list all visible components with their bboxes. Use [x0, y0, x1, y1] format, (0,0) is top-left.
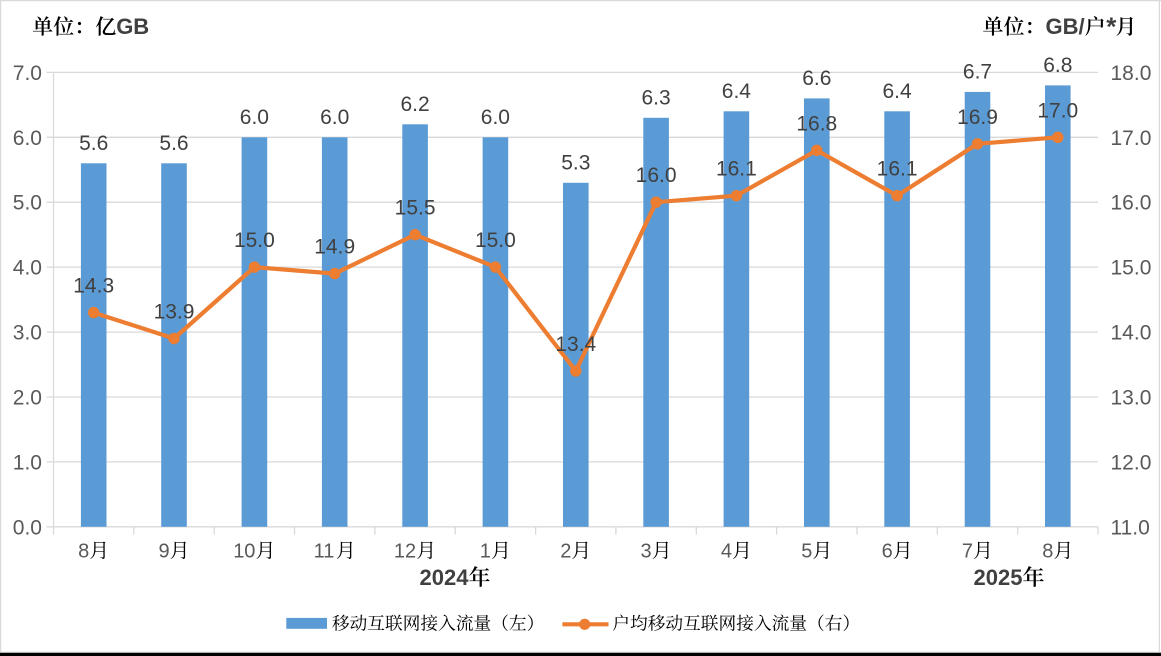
- svg-text:10: 10: [233, 541, 255, 563]
- svg-text:9: 9: [159, 541, 170, 563]
- svg-text:14.3: 14.3: [73, 275, 114, 298]
- svg-text:6.0: 6.0: [13, 127, 42, 150]
- svg-text:7.0: 7.0: [13, 62, 42, 85]
- svg-text:8: 8: [78, 541, 89, 563]
- svg-text:6.0: 6.0: [240, 106, 269, 129]
- svg-text:4: 4: [721, 541, 732, 563]
- svg-text:17.0: 17.0: [1111, 127, 1152, 150]
- svg-text:16.0: 16.0: [636, 164, 677, 187]
- svg-text:11.0: 11.0: [1111, 516, 1150, 539]
- svg-text:14.0: 14.0: [1111, 322, 1152, 345]
- svg-text:6.0: 6.0: [320, 106, 349, 129]
- svg-text:18.0: 18.0: [1111, 62, 1152, 85]
- svg-text:15.5: 15.5: [395, 197, 436, 220]
- svg-text:*: *: [1106, 11, 1117, 41]
- svg-text:16.1: 16.1: [877, 158, 918, 181]
- svg-text:5: 5: [801, 541, 812, 563]
- svg-text:7: 7: [962, 541, 973, 563]
- svg-text:5.6: 5.6: [159, 132, 188, 155]
- svg-text:12: 12: [394, 541, 416, 563]
- svg-text:15.0: 15.0: [1111, 257, 1152, 280]
- svg-text:12.0: 12.0: [1111, 451, 1152, 474]
- svg-text:1.0: 1.0: [13, 451, 42, 474]
- svg-text:6: 6: [882, 541, 893, 563]
- svg-text:6.6: 6.6: [802, 67, 831, 90]
- svg-text:8: 8: [1042, 541, 1053, 563]
- svg-text:6.4: 6.4: [882, 80, 912, 103]
- svg-text:16.0: 16.0: [1111, 192, 1152, 215]
- svg-text:15.0: 15.0: [234, 229, 275, 252]
- svg-text:5.3: 5.3: [561, 151, 590, 174]
- svg-text:6.0: 6.0: [481, 106, 510, 129]
- svg-text:GB: GB: [116, 14, 149, 39]
- svg-text:11: 11: [314, 541, 335, 563]
- svg-text:6.2: 6.2: [400, 93, 429, 116]
- svg-text:17.0: 17.0: [1037, 99, 1078, 122]
- svg-text:3: 3: [641, 541, 652, 563]
- svg-text:0.0: 0.0: [13, 516, 42, 539]
- svg-text:2.0: 2.0: [13, 387, 42, 410]
- svg-text:GB/: GB/: [1046, 14, 1085, 39]
- svg-text:5.6: 5.6: [79, 132, 108, 155]
- svg-text:13.4: 13.4: [555, 333, 596, 356]
- svg-text:6.8: 6.8: [1043, 54, 1072, 77]
- svg-text:3.0: 3.0: [13, 322, 42, 345]
- svg-text:1: 1: [480, 541, 491, 563]
- svg-text:6.3: 6.3: [641, 86, 670, 109]
- svg-text:16.8: 16.8: [796, 112, 837, 135]
- svg-text:6.7: 6.7: [963, 60, 992, 83]
- svg-text:13.0: 13.0: [1111, 387, 1152, 410]
- svg-text:4.0: 4.0: [13, 257, 42, 280]
- svg-text:5.0: 5.0: [13, 192, 42, 215]
- svg-text:14.9: 14.9: [314, 236, 355, 259]
- svg-text:2024: 2024: [420, 565, 470, 590]
- svg-text:16.9: 16.9: [957, 106, 998, 129]
- svg-text:13.9: 13.9: [154, 301, 195, 324]
- svg-text:15.0: 15.0: [475, 229, 516, 252]
- svg-text:16.1: 16.1: [716, 158, 757, 181]
- svg-text:2025: 2025: [974, 565, 1023, 590]
- svg-text:6.4: 6.4: [722, 80, 752, 103]
- svg-text:2: 2: [560, 541, 571, 563]
